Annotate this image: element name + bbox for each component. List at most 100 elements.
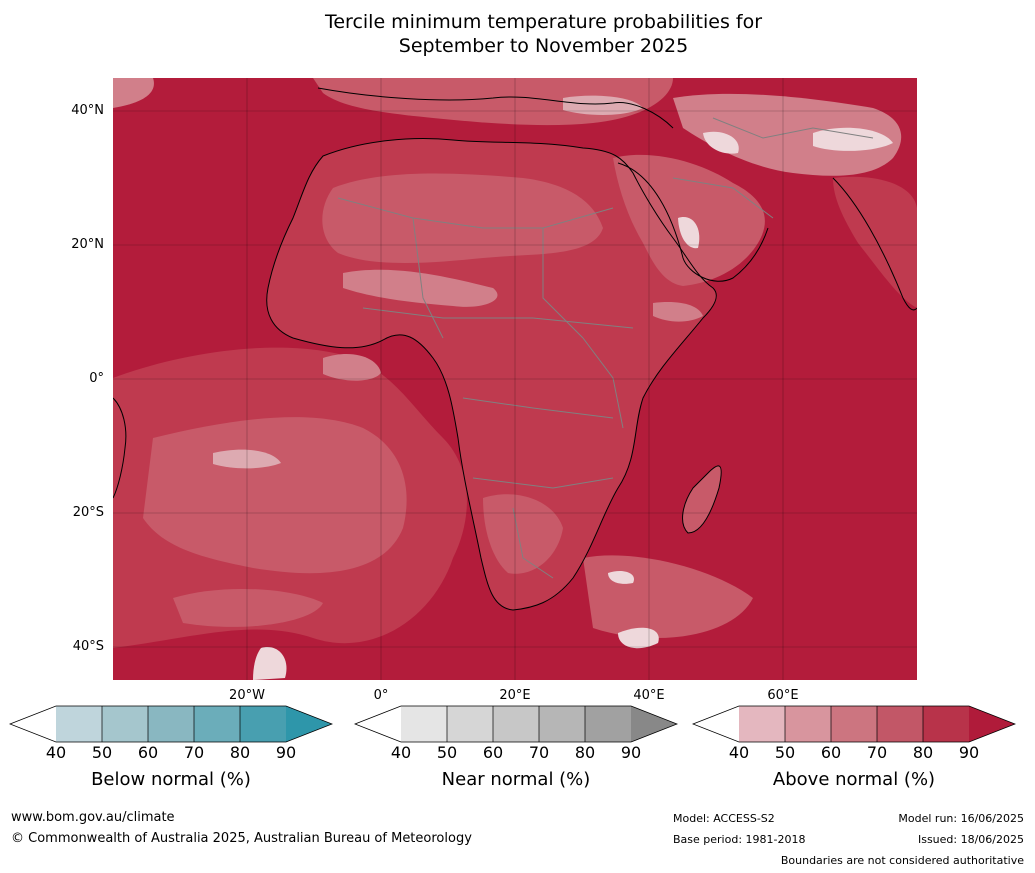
border-line-7: [512, 507, 554, 579]
below-tick-90: 90: [275, 743, 297, 762]
colorbar-high-extension: [969, 706, 1015, 742]
sahel-light: [343, 269, 498, 307]
south-atlantic-patch: [173, 588, 323, 627]
horn-light: [653, 302, 703, 322]
colorbar-high-extension: [286, 706, 332, 742]
colorbar-below-normal: [9, 705, 333, 743]
colorbar-segment: [877, 706, 923, 742]
base-period: Base period: 1981-2018: [673, 833, 806, 846]
colorbar-near-normal: [354, 705, 678, 743]
africa-sahara-patch: [322, 173, 603, 263]
lon-label-40e: 40°E: [633, 688, 665, 703]
colorbar-segment: [539, 706, 585, 742]
issued-date: Issued: 18/06/2025: [917, 833, 1024, 846]
africa-coastline: [266, 138, 717, 611]
above-tick-70: 70: [866, 743, 888, 762]
lat-label-20n: 20°N: [71, 237, 104, 252]
lon-label-60e: 60°E: [767, 688, 799, 703]
north-atlantic-light: [113, 78, 154, 108]
colorbar-outline: [692, 705, 1016, 743]
colorbar-low-extension: [355, 706, 401, 742]
lon-label-20w: 20°W: [229, 688, 265, 703]
colorbar-outline: [9, 705, 333, 743]
below-tick-80: 80: [229, 743, 251, 762]
madagascar: [682, 465, 722, 533]
south-america-coastline: [113, 397, 127, 499]
madagascar-coastline: [682, 465, 722, 534]
model-run-date: Model run: 16/06/2025: [898, 812, 1024, 825]
above-tick-50: 50: [774, 743, 796, 762]
colorbar-segment: [148, 706, 194, 742]
copyright-text: © Commonwealth of Australia 2025, Austra…: [11, 831, 472, 846]
colorbar-low-extension: [693, 706, 739, 742]
map-svg: [113, 78, 917, 680]
colorbar-above-normal: [692, 705, 1016, 743]
near-tick-40: 40: [390, 743, 412, 762]
colorbar-above-label: Above normal (%): [772, 769, 936, 790]
border-line-10: [672, 177, 774, 219]
southern-africa-patch: [483, 494, 563, 574]
above-tick-60: 60: [820, 743, 842, 762]
indian-ocean-light: [608, 571, 634, 584]
iran-landmass: [673, 93, 902, 176]
near-tick-50: 50: [436, 743, 458, 762]
website-link[interactable]: www.bom.gov.au/climate: [11, 810, 175, 825]
lon-label-0: 0°: [373, 688, 389, 703]
colorbar-segment: [493, 706, 539, 742]
india-landmass: [833, 176, 917, 308]
above-tick-80: 80: [912, 743, 934, 762]
colorbar-segment: [585, 706, 631, 742]
himalaya-light: [813, 127, 893, 151]
graticule: [113, 78, 917, 680]
map-title: Tercile minimum temperature probabilitie…: [0, 10, 1035, 58]
border-line-2: [412, 217, 444, 339]
border-line-3: [542, 228, 584, 339]
colorbar-segment: [923, 706, 969, 742]
title-line-2: September to November 2025: [398, 35, 689, 57]
europe-light: [563, 95, 643, 115]
lon-label-20e: 20°E: [499, 688, 531, 703]
cape-light: [253, 647, 287, 680]
border-line-8: [582, 337, 624, 429]
colorbar-segment: [56, 706, 102, 742]
border-line-5: [462, 397, 614, 419]
colorbar-segment: [831, 706, 877, 742]
near-tick-80: 80: [574, 743, 596, 762]
above-tick-90: 90: [958, 743, 980, 762]
colorbar-segment: [447, 706, 493, 742]
probability-map: [113, 78, 917, 680]
colorbar-segment: [194, 706, 240, 742]
colorbar-near-label: Near normal (%): [441, 769, 591, 790]
boundaries-disclaimer: Boundaries are not considered authoritat…: [780, 854, 1024, 867]
iran-light: [703, 131, 739, 154]
arabia-light: [678, 217, 700, 249]
coastlines: [113, 87, 917, 611]
above-tick-40: 40: [728, 743, 750, 762]
lat-label-40n: 40°N: [71, 103, 104, 118]
border-line-1: [337, 197, 614, 229]
border-line-9: [712, 117, 874, 139]
country-borders: [337, 117, 874, 579]
colorbar-segment: [401, 706, 447, 742]
colorbar-outline: [354, 705, 678, 743]
colorbar-segment: [739, 706, 785, 742]
lat-label-20s: 20°S: [72, 505, 104, 520]
border-line-6: [472, 477, 614, 489]
colorbar-high-extension: [631, 706, 677, 742]
colorbar-below-label: Below normal (%): [91, 769, 251, 790]
atlantic-patch-light: [323, 353, 381, 381]
arabia-coastline: [617, 162, 769, 282]
lat-label-0: 0°: [89, 371, 104, 386]
below-tick-70: 70: [183, 743, 205, 762]
colorbar-segment: [240, 706, 286, 742]
med-coastline: [317, 87, 674, 129]
colorbar-segment: [785, 706, 831, 742]
south-indian-light: [618, 627, 659, 649]
model-name: Model: ACCESS-S2: [673, 812, 775, 825]
near-tick-90: 90: [620, 743, 642, 762]
colorbar-low-extension: [10, 706, 56, 742]
colorbar-segment: [102, 706, 148, 742]
near-tick-60: 60: [482, 743, 504, 762]
border-line-4: [362, 307, 634, 329]
india-coastline: [832, 177, 917, 311]
